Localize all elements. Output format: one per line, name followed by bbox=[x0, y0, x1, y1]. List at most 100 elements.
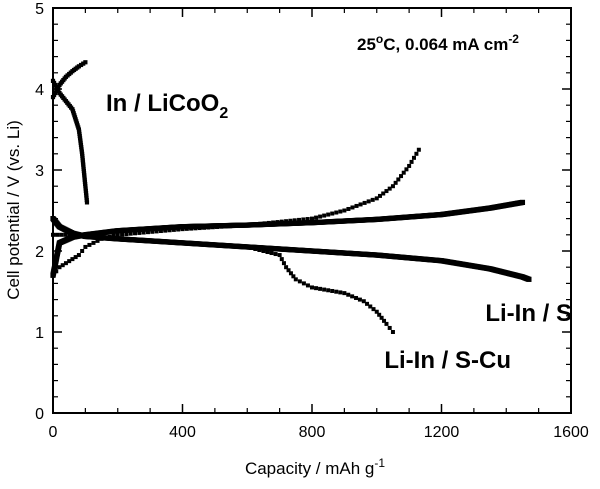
data-point-li-in-s-cu-discharge bbox=[342, 291, 347, 296]
data-point-li-in-s-cu-discharge bbox=[111, 236, 116, 241]
data-point-in-licoo2-discharge bbox=[80, 158, 85, 163]
data-point-li-in-s-cu-charge bbox=[137, 230, 142, 235]
data-point-li-in-s-cu-charge bbox=[334, 210, 339, 215]
data-point-li-in-s-cu-discharge bbox=[223, 243, 228, 248]
data-point-li-in-s-cu-discharge bbox=[219, 243, 224, 248]
x-tick-label: 800 bbox=[299, 424, 326, 441]
data-point-li-in-s-cu-charge bbox=[409, 159, 414, 164]
data-point-li-in-s-cu-charge bbox=[193, 226, 198, 231]
data-point-li-in-s-cu-charge bbox=[245, 223, 250, 228]
data-point-li-in-s-cu-charge bbox=[301, 217, 306, 222]
x-tick-label: 400 bbox=[169, 424, 196, 441]
data-point-li-in-s-cu-discharge bbox=[261, 249, 266, 253]
data-point-li-in-s-cu-discharge bbox=[354, 295, 359, 300]
data-point-li-in-s-cu-discharge bbox=[59, 232, 64, 237]
data-point-li-in-s-cu-charge bbox=[258, 221, 263, 226]
data-point-li-in-s-cu-charge bbox=[266, 220, 271, 225]
data-point-in-licoo2-discharge bbox=[78, 140, 83, 145]
data-point-li-in-s-cu-charge bbox=[284, 219, 289, 224]
series-label-li-in-s: Li-In / S bbox=[485, 300, 572, 327]
data-point-in-licoo2-discharge bbox=[81, 162, 86, 167]
data-point-li-in-s-cu-discharge bbox=[368, 304, 373, 309]
data-point-li-in-s-cu-discharge bbox=[184, 241, 189, 246]
data-point-li-in-s-cu-discharge bbox=[206, 242, 211, 247]
data-point-li-in-s-cu-discharge bbox=[167, 240, 172, 245]
x-tick-label: 1600 bbox=[553, 424, 589, 441]
data-point-li-in-s-cu-discharge bbox=[291, 274, 296, 279]
data-point-li-in-s-cu-charge bbox=[377, 193, 382, 198]
data-point-li-in-s-cu-discharge bbox=[227, 243, 232, 248]
data-point-li-in-s-cu-charge bbox=[393, 180, 398, 185]
data-point-li-in-s-cu-discharge bbox=[249, 245, 254, 250]
data-point-li-in-s-cu-charge bbox=[326, 212, 331, 217]
data-point-li-in-s-cu-discharge bbox=[75, 233, 80, 238]
data-point-li-in-s-cu-discharge bbox=[103, 235, 108, 240]
data-point-li-in-s-cu-discharge bbox=[236, 244, 241, 249]
x-tick-label: 1200 bbox=[424, 424, 460, 441]
data-point-in-licoo2-discharge bbox=[79, 145, 84, 150]
data-point-in-licoo2-discharge bbox=[82, 175, 87, 180]
data-point-li-in-s-cu-discharge bbox=[310, 285, 314, 290]
data-point-li-in-s-cu-charge bbox=[279, 219, 284, 224]
data-point-in-licoo2-discharge bbox=[77, 134, 82, 139]
data-point-li-in-s-cu-charge bbox=[271, 220, 276, 225]
data-point-li-in-s-cu-discharge bbox=[145, 238, 150, 243]
data-point-li-in-s-cu-charge bbox=[275, 220, 280, 225]
data-point-li-in-s-cu-charge bbox=[111, 233, 116, 238]
data-point-li-in-s-cu-charge bbox=[120, 232, 125, 237]
data-point-in-licoo2-charge bbox=[81, 61, 86, 66]
data-point-li-in-s-cu-charge bbox=[411, 155, 416, 160]
data-point-li-in-s-cu-discharge bbox=[301, 281, 306, 286]
data-point-li-in-s-cu-discharge bbox=[124, 237, 129, 242]
data-point-li-in-s-cu-discharge bbox=[281, 261, 286, 266]
data-point-li-in-s-cu-charge bbox=[232, 223, 237, 228]
data-point-li-in-s-cu-charge bbox=[262, 221, 267, 226]
data-point-li-in-s-cu-charge bbox=[240, 223, 245, 228]
data-point-li-in-s-cu-charge bbox=[384, 189, 389, 194]
data-point-li-in-s-cu-charge bbox=[91, 240, 96, 245]
data-point-li-in-s-cu-discharge bbox=[346, 292, 351, 297]
data-point-li-in-s-cu-discharge bbox=[379, 315, 384, 320]
data-point-li-in-s-cu-discharge bbox=[330, 288, 335, 293]
data-point-li-in-s-cu-discharge bbox=[150, 239, 155, 244]
data-point-li-in-s-cu-discharge bbox=[273, 252, 278, 257]
data-point-li-in-s-cu-charge bbox=[80, 249, 85, 253]
data-point-in-licoo2-charge bbox=[76, 64, 81, 69]
y-tick-label: 2 bbox=[35, 244, 44, 261]
data-point-li-in-s-cu-charge bbox=[145, 230, 150, 235]
data-point-li-in-s-cu-charge bbox=[158, 229, 163, 234]
data-point-li-in-s-cu-discharge bbox=[390, 330, 395, 334]
data-point-li-in-s-cu-discharge bbox=[334, 289, 339, 294]
data-point-li-in-s-cu-discharge bbox=[297, 279, 302, 284]
data-point-li-in-s-cu-charge bbox=[133, 231, 138, 236]
data-point-li-in-s-cu-discharge bbox=[176, 240, 181, 245]
data-point-li-in-s-cu-discharge bbox=[387, 325, 392, 330]
data-point-li-in-s-cu-discharge bbox=[318, 286, 323, 291]
data-point-li-in-s-cu-charge bbox=[223, 224, 228, 229]
data-point-in-licoo2-discharge bbox=[80, 151, 85, 156]
data-point-li-in-s-cu-charge bbox=[236, 223, 241, 228]
data-point-li-in-s-cu-charge bbox=[350, 205, 355, 210]
data-point-li-in-s-cu-discharge bbox=[133, 237, 138, 242]
data-point-li-in-s-cu-charge bbox=[297, 217, 302, 222]
data-point-li-in-s-cu-discharge bbox=[202, 242, 207, 247]
data-point-li-in-s-cu-discharge bbox=[377, 312, 382, 317]
data-point-li-in-s-cu-charge bbox=[227, 224, 232, 229]
data-point-li-in-s-cu-discharge bbox=[63, 232, 68, 237]
data-point-li-in-s-cu-charge bbox=[184, 226, 189, 231]
axis-ticks: 0 400 800 1200 1600 0 1 2 3 4 5 bbox=[35, 1, 589, 441]
data-point-li-in-s-cu-discharge bbox=[67, 232, 72, 237]
data-point-li-in-s-cu-discharge bbox=[293, 277, 298, 282]
data-point-in-licoo2-discharge bbox=[77, 129, 82, 134]
data-point-li-in-s-cu-discharge bbox=[189, 241, 194, 246]
data-point-li-in-s-cu-discharge bbox=[322, 287, 327, 292]
data-point-li-in-s-cu-charge bbox=[253, 222, 258, 227]
series-label-in-licoo2: In / LiCoO2 bbox=[106, 90, 228, 122]
data-point-li-in-s-cu-discharge bbox=[83, 234, 88, 239]
data-point-li-in-s-cu-charge bbox=[171, 227, 176, 232]
data-point-li-in-s-cu-charge bbox=[374, 196, 379, 201]
data-point-li-in-s-cu-charge bbox=[76, 253, 81, 258]
data-point-li-in-s-cu-charge bbox=[180, 227, 185, 232]
x-tick-label: 0 bbox=[49, 424, 58, 441]
data-point-in-licoo2-discharge bbox=[81, 166, 86, 172]
